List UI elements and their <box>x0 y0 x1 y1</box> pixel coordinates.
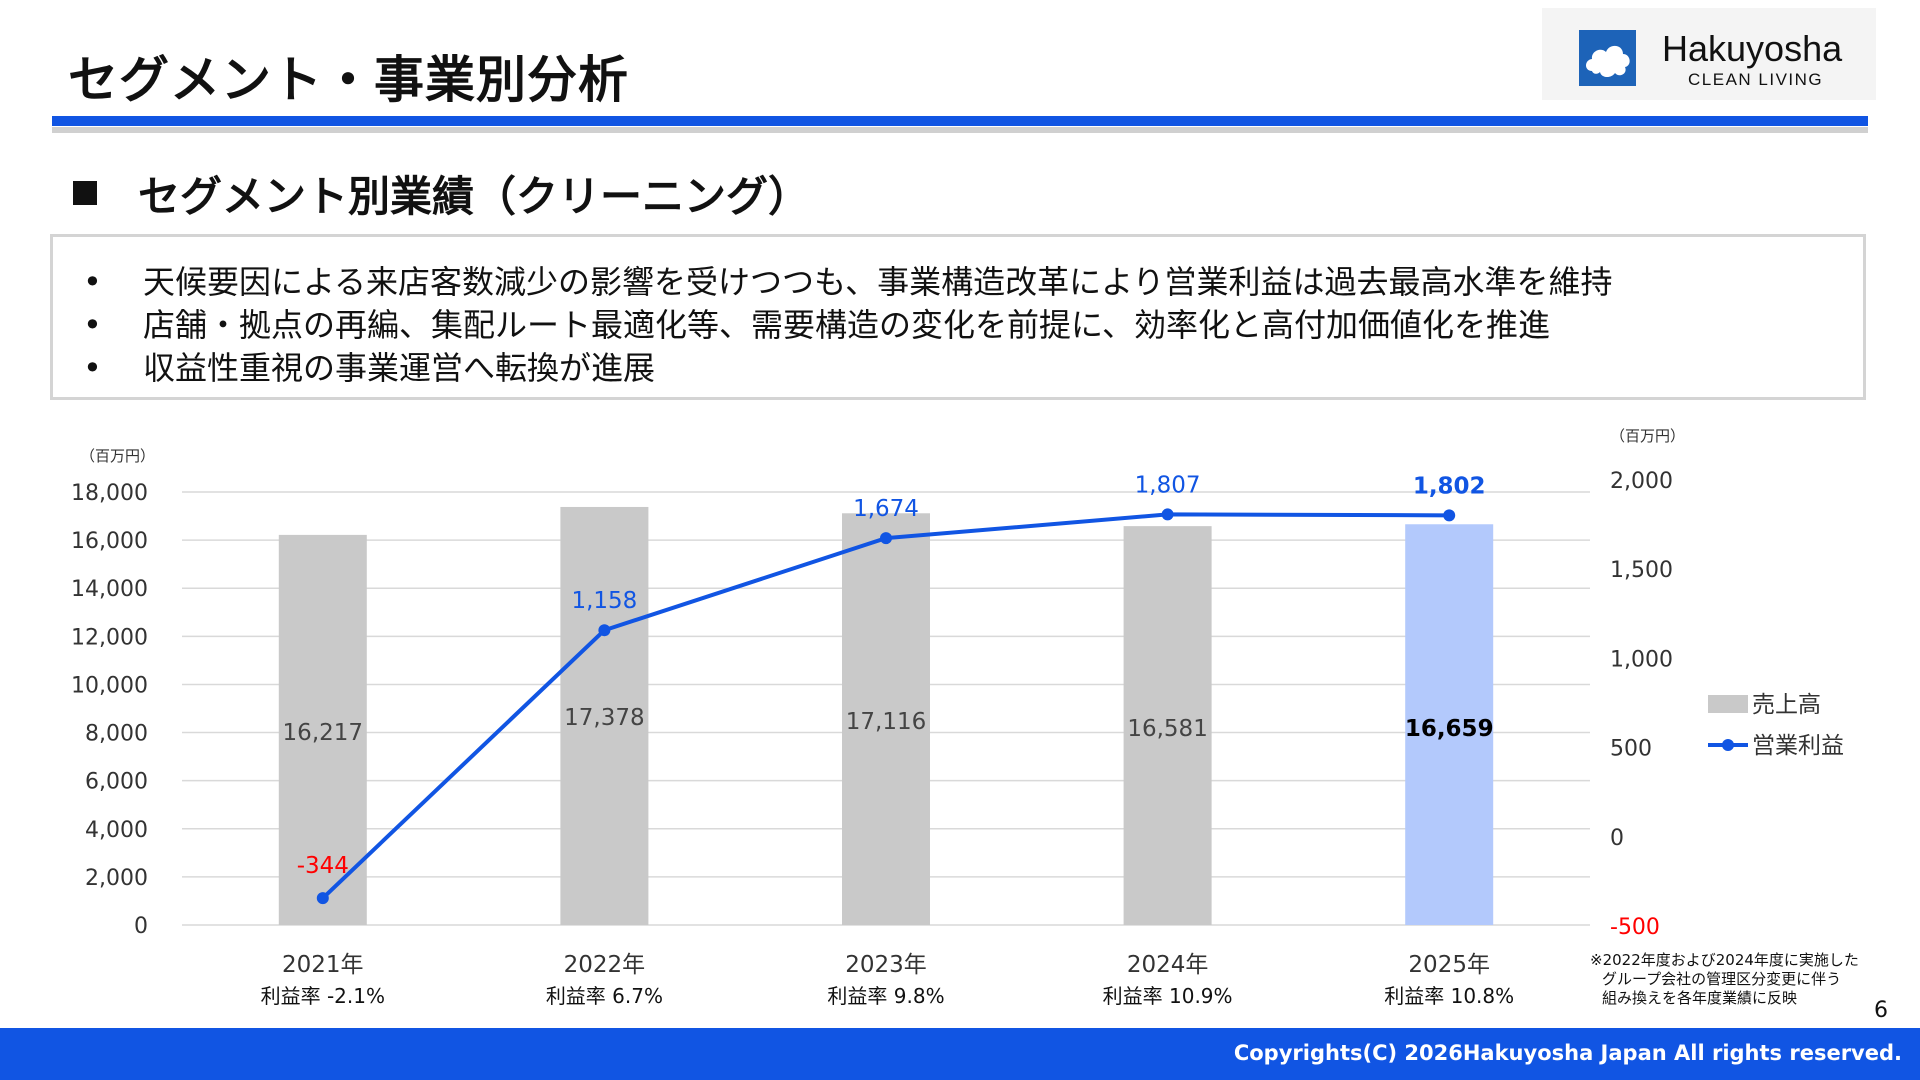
x-axis-category-label: 2024年 <box>1127 952 1209 978</box>
profit-value-label: 1,807 <box>1135 472 1201 498</box>
footnote-line: グループ会社の管理区分変更に伴う <box>1602 970 1842 988</box>
right-axis-tick-label: 0 <box>1610 826 1624 851</box>
left-axis-unit: （百万円） <box>80 447 155 465</box>
left-axis-tick-label: 4,000 <box>85 818 148 843</box>
legend-swatch-profit-point <box>1722 739 1734 751</box>
summary-box: • 天候要因による来店客数減少の影響を受けつつも、事業構造改革により営業利益は過去… <box>50 234 1866 400</box>
cloud-logo-icon <box>1579 30 1636 86</box>
left-axis-tick-label: 2,000 <box>85 866 148 891</box>
x-axis-category-label: 2022年 <box>564 952 646 978</box>
x-axis-category-label: 2025年 <box>1408 952 1490 978</box>
bar-value-label: 17,116 <box>846 709 926 735</box>
bullet-item: • 収益性重視の事業運営へ転換が進展 <box>83 343 655 389</box>
bullet-dot: • <box>83 306 102 344</box>
legend-swatch-sales <box>1708 695 1748 713</box>
profit-point <box>1161 508 1174 521</box>
section-marker <box>73 181 97 205</box>
profit-value-label: 1,158 <box>571 588 637 614</box>
right-axis-tick-label: 1,500 <box>1610 558 1673 583</box>
page-number: 6 <box>1874 998 1888 1023</box>
right-axis-tick-label: 500 <box>1610 737 1652 762</box>
profit-value-label: 1,674 <box>853 496 919 522</box>
bar-sales <box>278 534 367 925</box>
x-axis-margin-label: 利益率 10.9% <box>1103 984 1233 1008</box>
x-axis-margin-label: 利益率 6.7% <box>546 984 663 1008</box>
x-axis-category-label: 2023年 <box>845 952 927 978</box>
copyright-text: Copyrights(C) 2026Hakuyosha Japan All ri… <box>1233 1041 1902 1065</box>
bar-value-label: 17,378 <box>564 705 644 731</box>
x-axis-margin-label: 利益率 9.8% <box>827 984 944 1008</box>
logo-name: Hakuyosha <box>1662 28 1843 69</box>
bullet-text: 天候要因による来店客数減少の影響を受けつつも、事業構造改革により営業利益は過去最… <box>143 263 1613 301</box>
footnote-line: ※2022年度および2024年度に実施した <box>1590 951 1859 969</box>
right-axis-tick-label: 1,000 <box>1610 647 1673 672</box>
bullet-dot: • <box>83 263 102 301</box>
x-axis-category-label: 2021年 <box>282 952 364 978</box>
left-axis-tick-label: 8,000 <box>85 722 148 747</box>
footnote: ※2022年度および2024年度に実施した グループ会社の管理区分変更に伴う 組… <box>1590 951 1859 1008</box>
left-axis-tick-label: 18,000 <box>71 481 148 506</box>
right-axis-tick-label: 2,000 <box>1610 469 1673 494</box>
bullet-text: 収益性重視の事業運営へ転換が進展 <box>143 349 656 387</box>
right-axis-unit: （百万円） <box>1610 427 1685 445</box>
section-title: セグメント別業績（クリーニング） <box>138 172 811 221</box>
profit-point <box>598 624 611 637</box>
profit-value-label: -344 <box>297 853 349 879</box>
bar-sales <box>1123 526 1212 925</box>
logo-tagline: CLEAN LIVING <box>1688 70 1824 89</box>
header-rule-gray <box>52 127 1868 133</box>
bullet-item: • 店舗・拠点の再編、集配ルート最適化等、需要構造の変化を前提に、効率化と高付加価… <box>83 300 1550 346</box>
bullet-item: • 天候要因による来店客数減少の影響を受けつつも、事業構造改革により営業利益は過去… <box>83 257 1612 303</box>
bar-value-label: 16,217 <box>283 720 363 746</box>
legend-label-profit: 営業利益 <box>1752 733 1844 759</box>
bar-value-label: 16,659 <box>1405 716 1494 742</box>
page-title: セグメント・事業別分析 <box>68 51 629 109</box>
bullet-dot: • <box>83 349 102 387</box>
left-axis-tick-label: 10,000 <box>71 673 148 698</box>
profit-value-label: 1,802 <box>1413 473 1486 499</box>
company-logo: Hakuyosha CLEAN LIVING <box>1542 8 1876 100</box>
bar-sales <box>560 506 649 925</box>
profit-point <box>880 532 892 545</box>
x-axis-margin-label: 利益率 -2.1% <box>261 984 385 1008</box>
bar-value-label: 16,581 <box>1127 716 1207 742</box>
right-axis-tick-label: -500 <box>1610 915 1660 940</box>
profit-point <box>1443 509 1456 522</box>
x-axis-margin-label: 利益率 10.8% <box>1384 984 1514 1008</box>
left-axis-tick-label: 16,000 <box>71 529 148 554</box>
profit-point <box>316 892 329 905</box>
legend-label-sales: 売上高 <box>1752 692 1821 718</box>
bar-sales <box>1405 524 1494 925</box>
left-axis-tick-label: 14,000 <box>71 577 148 602</box>
left-axis-tick-label: 12,000 <box>71 625 148 650</box>
bar-sales <box>842 513 930 925</box>
bullet-text: 店舗・拠点の再編、集配ルート最適化等、需要構造の変化を前提に、効率化と高付加価値… <box>143 306 1551 344</box>
footnote-line: 組み換えを各年度業績に反映 <box>1602 989 1798 1007</box>
header-rule-blue <box>52 116 1868 126</box>
footer-bar: Copyrights(C) 2026Hakuyosha Japan All ri… <box>0 1028 1920 1080</box>
left-axis-tick-label: 6,000 <box>85 770 148 795</box>
left-axis-tick-label: 0 <box>134 914 148 939</box>
